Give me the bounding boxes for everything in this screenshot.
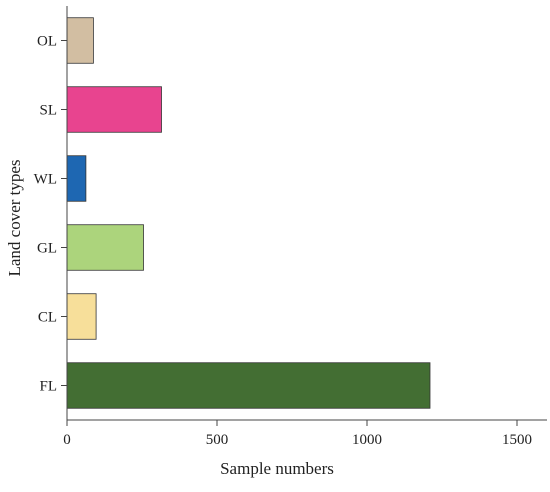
x-tick-label: 500 [206,432,229,448]
x-axis-title: Sample numbers [220,459,334,478]
ticks-layer: FL CL GL WL SL OL 0 500 1000 1500 [34,34,532,449]
bar-fl [66,362,431,409]
bars-layer [66,17,431,409]
bar-gl [66,224,144,271]
bar-ol [66,17,94,64]
y-axis-title: Land cover types [5,159,24,276]
axes-layer [66,6,547,421]
x-tick-label: 1000 [352,432,382,448]
y-tick-label-ol: OL [37,34,57,50]
bar-sl [66,86,162,133]
y-tick-label-gl: GL [37,241,57,257]
y-tick-label-cl: CL [38,310,57,326]
y-tick-label-wl: WL [34,172,57,188]
y-tick-label-sl: SL [39,103,57,119]
x-tick-label: 1500 [502,432,532,448]
bar-cl [66,293,97,340]
y-tick-label-fl: FL [39,379,57,395]
x-tick-label: 0 [63,432,71,448]
bar-wl [66,155,87,202]
